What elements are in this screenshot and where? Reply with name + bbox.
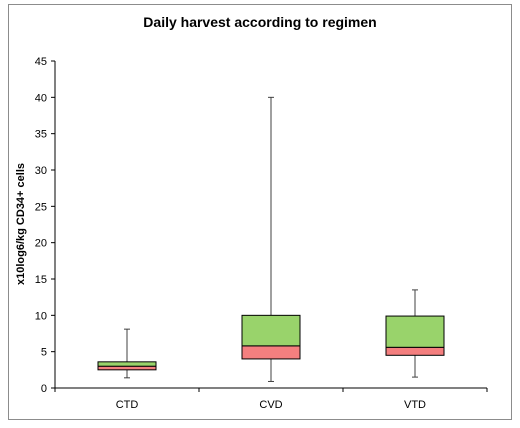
box-lower-segment <box>241 345 301 360</box>
y-tick-label: 5 <box>41 347 47 359</box>
box-upper-segment <box>97 361 157 367</box>
x-tick-label: CVD <box>259 399 282 411</box>
y-tick-label: 10 <box>35 310 47 322</box>
y-axis: 0 5 10 15 20 25 30 35 40 45 <box>35 56 56 395</box>
y-tick-label: 20 <box>35 238 47 250</box>
y-axis-title: x10log6/kg CD34+ cells <box>15 163 27 285</box>
box-vtd <box>385 289 445 378</box>
y-tick-label: 40 <box>35 92 47 104</box>
y-tick-label: 25 <box>35 201 47 213</box>
boxes <box>97 96 445 382</box>
box-upper-segment <box>385 315 445 348</box>
y-tick-label: 45 <box>35 56 47 68</box>
x-tick-label: CTD <box>116 399 139 411</box>
box-ctd <box>97 328 157 379</box>
box-cvd <box>241 96 301 382</box>
box-lower-segment <box>385 346 445 356</box>
chart-title: Daily harvest according to regimen <box>143 14 377 30</box>
x-tick-label: VTD <box>404 399 426 411</box>
y-tick-label: 30 <box>35 165 47 177</box>
y-tick-label: 0 <box>41 383 47 395</box>
y-tick-label: 35 <box>35 129 47 141</box>
x-axis: CTD CVD VTD <box>54 387 488 411</box>
box-lower-segment <box>97 365 157 371</box>
y-tick-label: 15 <box>35 274 47 286</box>
box-upper-segment <box>241 314 301 347</box>
